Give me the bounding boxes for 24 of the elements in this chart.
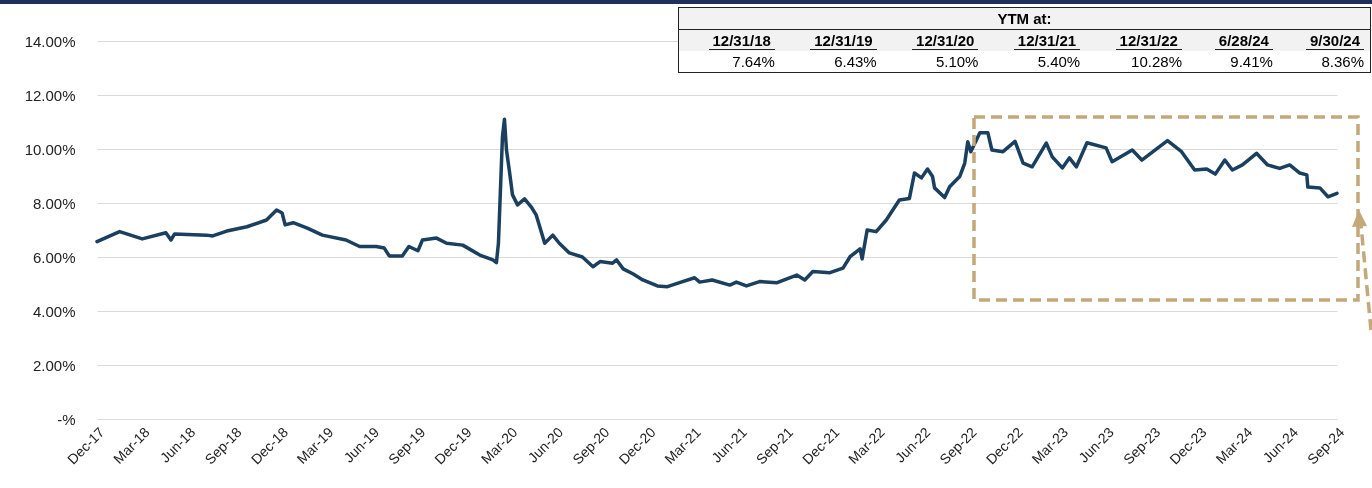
annotation: 9/30/24 bbox=[1305, 32, 1364, 50]
annotation: 6.43% bbox=[833, 52, 878, 72]
y-tick-label: 8.00% bbox=[32, 194, 76, 212]
annotation: 12/31/18 bbox=[708, 32, 775, 50]
annotation: 9.41% bbox=[1229, 52, 1274, 72]
text: YTM at: bbox=[678, 7, 1371, 30]
y-tick-label: 10.00% bbox=[24, 140, 76, 158]
y-tick-label: 4.00% bbox=[32, 302, 76, 320]
annotation: 7.64% bbox=[731, 52, 776, 72]
annotation: 12/31/20 bbox=[912, 32, 979, 50]
y-tick-label: 14.00% bbox=[24, 32, 76, 50]
annotation: 8.36% bbox=[1320, 52, 1365, 72]
annotation: 6/28/24 bbox=[1214, 32, 1273, 50]
annotation: 12/31/22 bbox=[1115, 32, 1182, 50]
y-tick-label: 2.00% bbox=[32, 356, 76, 374]
y-tick-label: -% bbox=[57, 410, 76, 428]
annotation: 12/31/19 bbox=[810, 32, 877, 50]
annotation: 12/31/21 bbox=[1013, 32, 1081, 50]
annotation: 10.28% bbox=[1130, 52, 1183, 72]
y-tick-label: 6.00% bbox=[32, 248, 76, 266]
line-series bbox=[95, 117, 1339, 289]
y-tick-label: 12.00% bbox=[24, 86, 76, 104]
annotation: 5.10% bbox=[934, 52, 980, 72]
annotation: 5.40% bbox=[1036, 52, 1082, 72]
